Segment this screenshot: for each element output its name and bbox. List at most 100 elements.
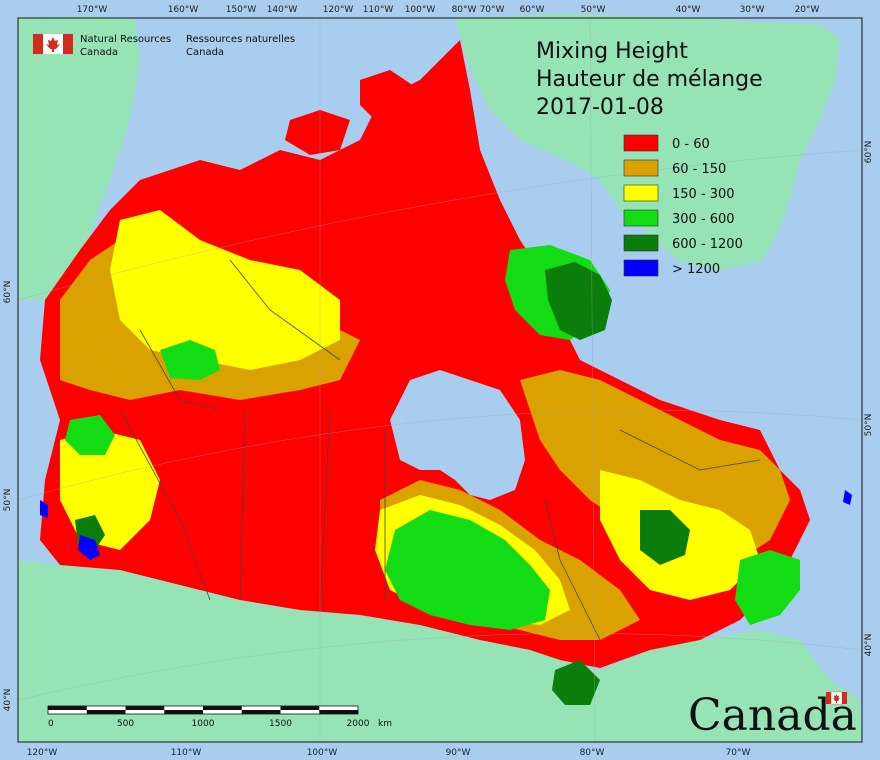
longitude-label-top: 140°W <box>267 5 298 15</box>
scale-bar-tick-label: 500 <box>117 719 134 729</box>
longitude-label-top: 30°W <box>740 5 765 15</box>
longitude-label-top: 120°W <box>323 5 354 15</box>
longitude-label-top: 110°W <box>363 5 394 15</box>
top-longitude-labels: 170°W 160°W 150°W 140°W 120°W 110°W 100°W 80°W 7… <box>77 5 820 15</box>
scale-bar: 0 500 1000 1500 2000 km <box>47 705 392 729</box>
left-latitude-labels: 60°N 50°N 40°N <box>3 281 13 712</box>
zone-150-300-north <box>110 210 340 370</box>
zone-300-600-maritimes <box>735 550 800 625</box>
agency-name-fr-line1: Ressources naturelles <box>186 34 295 45</box>
longitude-label-bottom: 100°W <box>307 748 338 758</box>
latitude-label-left: 60°N <box>3 281 13 304</box>
border-ontario-quebec <box>544 499 601 641</box>
scale-bar-tick-label: 1000 <box>192 719 215 729</box>
legend-swatch <box>623 259 659 277</box>
legend-label: 60 - 150 <box>672 162 726 177</box>
longitude-label-top: 60°W <box>520 5 545 15</box>
zone-600-1200-quebec <box>640 510 690 565</box>
latitude-label-left: 40°N <box>3 689 13 712</box>
zone-300-600-bc <box>65 415 115 455</box>
legend-label: 600 - 1200 <box>672 237 743 252</box>
agency-signature: Natural Resources Canada Ressources natu… <box>33 34 295 58</box>
zone-600-1200-ontario <box>552 660 600 705</box>
longitude-label-top: 50°W <box>581 5 606 15</box>
legend-swatch <box>623 234 659 252</box>
title-date: 2017-01-08 <box>536 95 664 120</box>
agency-name-en-line1: Natural Resources <box>80 34 171 45</box>
latitude-label-left: 50°N <box>3 489 13 512</box>
canada-wordmark-flag-icon <box>826 691 847 705</box>
border-bc-alberta <box>119 409 211 601</box>
bottom-longitude-labels: 120°W 110°W 100°W 90°W 80°W 70°W <box>27 748 751 758</box>
longitude-label-top: 80°W <box>452 5 477 15</box>
latitude-label-right: 60°N <box>864 141 874 164</box>
zone-over-1200-haida-gwaii <box>40 500 48 518</box>
longitude-label-bottom: 120°W <box>27 748 58 758</box>
legend-label: 300 - 600 <box>672 212 735 227</box>
legend-label: 150 - 300 <box>672 187 735 202</box>
agency-name-fr-line2: Canada <box>186 47 224 58</box>
legend-swatch <box>623 134 659 152</box>
graticule-lines <box>17 17 863 743</box>
parallel-60n <box>17 149 863 301</box>
scale-bar-segment <box>280 706 320 710</box>
longitude-label-top: 150°W <box>226 5 257 15</box>
map-frame <box>17 17 863 743</box>
legend-label: > 1200 <box>672 262 720 277</box>
longitude-label-bottom: 70°W <box>726 748 751 758</box>
provincial-borders <box>119 259 761 641</box>
longitude-label-top: 20°W <box>795 5 820 15</box>
scale-bar-segment <box>164 710 203 714</box>
title-line-fr: Hauteur de mélange <box>536 67 763 92</box>
zone-over-1200-vancouver-island <box>78 535 100 560</box>
legend: 0 - 60 60 - 150 150 - 300 300 - 600 600 - 12… <box>623 134 743 277</box>
map-title: Mixing Height Hauteur de mélange 2017-01… <box>536 39 763 120</box>
scale-bar-segment <box>48 706 87 710</box>
border-alberta-saskatchewan <box>239 409 246 601</box>
right-latitude-labels: 60°N 50°N 40°N <box>864 141 874 657</box>
latitude-label-right: 40°N <box>864 634 874 657</box>
border-yukon-nwt <box>139 329 221 411</box>
title-line-en: Mixing Height <box>536 39 688 64</box>
scale-bar-tick-label: 1500 <box>269 719 292 729</box>
arctic-island-2 <box>360 70 420 125</box>
scale-bar-tick-label: 0 <box>48 719 54 729</box>
longitude-label-top: 160°W <box>168 5 199 15</box>
parallel-40n <box>17 633 863 701</box>
longitude-label-top: 40°W <box>676 5 701 15</box>
longitude-label-top: 170°W <box>77 5 108 15</box>
arctic-island-1 <box>285 110 350 155</box>
meridian-80w <box>589 17 596 743</box>
longitude-label-top: 100°W <box>405 5 436 15</box>
scale-bar-segment <box>203 706 242 710</box>
arctic-island-3 <box>238 160 310 215</box>
legend-swatch <box>623 209 659 227</box>
border-nwt-nunavut <box>229 259 341 361</box>
hudson-bay <box>390 370 525 500</box>
alaska-landmass <box>18 16 140 300</box>
parallel-50n <box>17 409 863 501</box>
scale-bar-tick-label: 2000 <box>347 719 370 729</box>
legend-swatch <box>623 159 659 177</box>
canada-flag-icon <box>33 34 73 54</box>
agency-name-en-line2: Canada <box>80 47 118 58</box>
zone-over-1200-newfoundland <box>843 490 852 505</box>
border-quebec-labrador <box>619 429 761 471</box>
scale-bar-segment <box>241 710 281 714</box>
scale-bar-unit: km <box>378 719 392 729</box>
canada-wordmark: Canada <box>688 690 857 741</box>
zone-300-600-ontario <box>385 510 550 630</box>
longitude-label-bottom: 110°W <box>171 748 202 758</box>
legend-swatch <box>623 184 659 202</box>
longitude-label-bottom: 90°W <box>446 748 471 758</box>
zone-300-600-nwt <box>160 340 220 380</box>
longitude-label-bottom: 80°W <box>580 748 605 758</box>
latitude-label-right: 50°N <box>864 414 874 437</box>
scale-bar-segment <box>86 710 126 714</box>
border-saskatchewan-manitoba <box>319 409 331 611</box>
scale-bar-segment <box>125 706 165 710</box>
longitude-label-top: 70°W <box>480 5 505 15</box>
zone-600-1200-labrador <box>545 262 612 340</box>
usa-landmass <box>18 560 862 742</box>
